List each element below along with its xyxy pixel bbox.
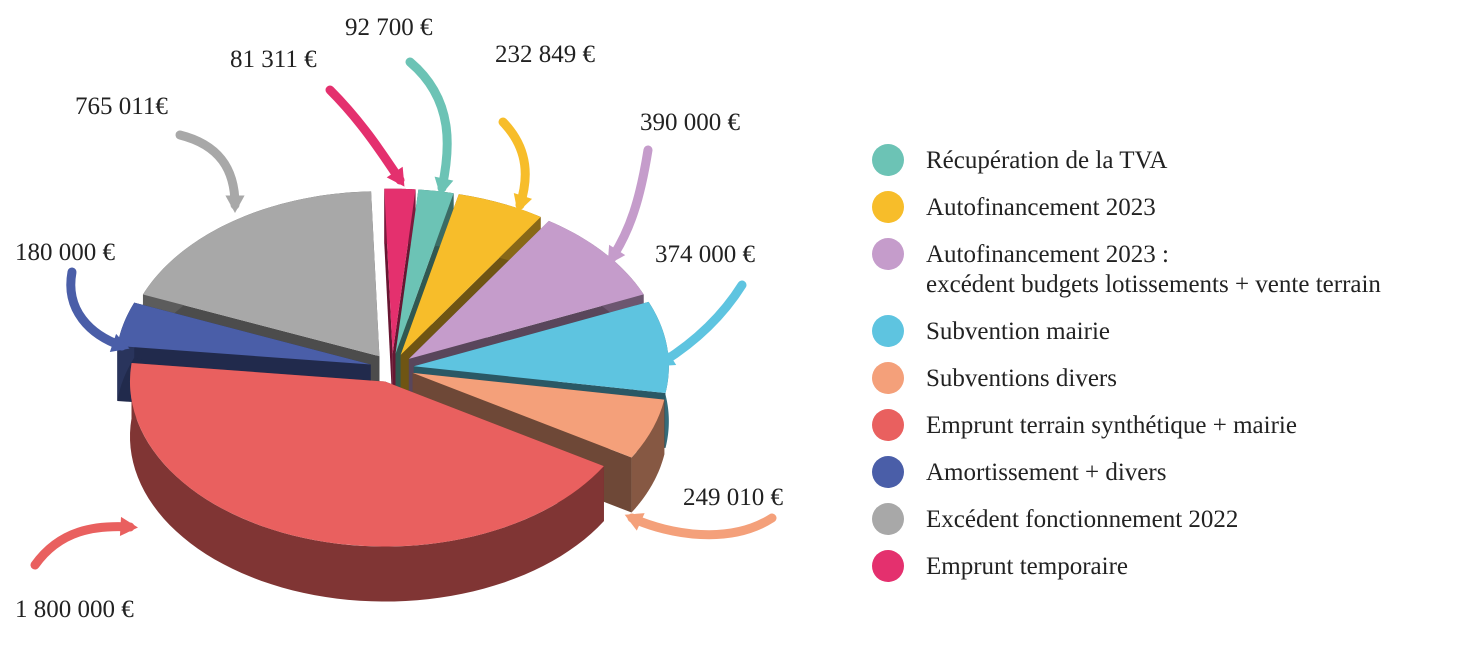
arrow	[405, 57, 452, 193]
arrow-head	[434, 176, 454, 196]
value-label: 81 311 €	[230, 46, 317, 73]
legend-item: Récupération de la TVA	[872, 144, 1381, 176]
arrow-head	[119, 516, 138, 537]
arrow-head	[225, 195, 245, 213]
arrow	[607, 145, 653, 263]
slice-wall	[130, 363, 604, 602]
value-label: 390 000 €	[640, 109, 741, 136]
arrow	[66, 267, 127, 351]
legend-swatch	[872, 191, 904, 223]
value-label: 765 011€	[75, 93, 168, 120]
legend-label: Subventions divers	[926, 365, 1117, 392]
arrow-head	[386, 166, 405, 187]
legend: Récupération de la TVA Autofinancement 20…	[872, 144, 1381, 582]
legend-swatch	[872, 144, 904, 176]
slice	[395, 189, 454, 354]
legend-swatch	[872, 362, 904, 394]
legend-label: Excédent fonctionnement 2022	[926, 506, 1239, 533]
slice	[413, 301, 669, 394]
slice	[384, 188, 416, 354]
legend-swatch	[872, 550, 904, 582]
legend-item: Autofinancement 2023 : excédent budgets …	[872, 238, 1381, 300]
arrow-head	[656, 348, 677, 367]
slice	[142, 191, 380, 357]
legend-swatch	[872, 238, 904, 270]
slice	[400, 194, 541, 355]
legend-label: Autofinancement 2023	[926, 194, 1156, 221]
slice	[129, 363, 604, 547]
legend-item: Autofinancement 2023	[872, 191, 1381, 223]
value-label: 180 000 €	[15, 239, 116, 266]
value-label: 374 000 €	[655, 241, 756, 268]
arrow	[175, 130, 240, 210]
arrow	[498, 117, 530, 210]
legend-swatch	[872, 456, 904, 488]
legend-item: Subventions divers	[872, 362, 1381, 394]
arrow-head	[109, 333, 130, 352]
value-label: 1 800 000 €	[15, 596, 134, 623]
arrow-head	[607, 244, 626, 265]
legend-swatch	[872, 409, 904, 441]
legend-label: Récupération de la TVA	[926, 147, 1168, 174]
arrow-head	[513, 192, 533, 213]
legend-swatch	[872, 503, 904, 535]
legend-item: Excédent fonctionnement 2022	[872, 503, 1381, 535]
slice	[117, 302, 371, 365]
legend-item: Subvention mairie	[872, 315, 1381, 347]
slice-side	[384, 188, 393, 409]
slice-wall	[631, 399, 665, 513]
slice	[408, 220, 644, 359]
legend-item: Amortissement + divers	[872, 456, 1381, 488]
legend-swatch	[872, 315, 904, 347]
legend-item: Emprunt terrain synthétique + mairie	[872, 409, 1381, 441]
legend-label: Emprunt terrain synthétique + mairie	[926, 412, 1297, 439]
arrow-head	[624, 513, 645, 531]
value-label: 92 700 €	[345, 14, 433, 41]
arrow	[325, 85, 405, 185]
value-label: 249 010 €	[683, 484, 784, 511]
arrow	[627, 513, 777, 540]
value-label: 232 849 €	[495, 41, 596, 68]
legend-label: Emprunt temporaire	[926, 553, 1129, 580]
legend-item: Emprunt temporaire	[872, 550, 1381, 582]
legend-label: Amortissement + divers	[926, 459, 1167, 486]
legend-label: Subvention mairie	[926, 318, 1110, 345]
arrow	[30, 522, 135, 570]
slice	[412, 372, 665, 458]
arrow	[658, 280, 747, 367]
legend-label: Autofinancement 2023 : excédent budgets …	[926, 241, 1381, 298]
